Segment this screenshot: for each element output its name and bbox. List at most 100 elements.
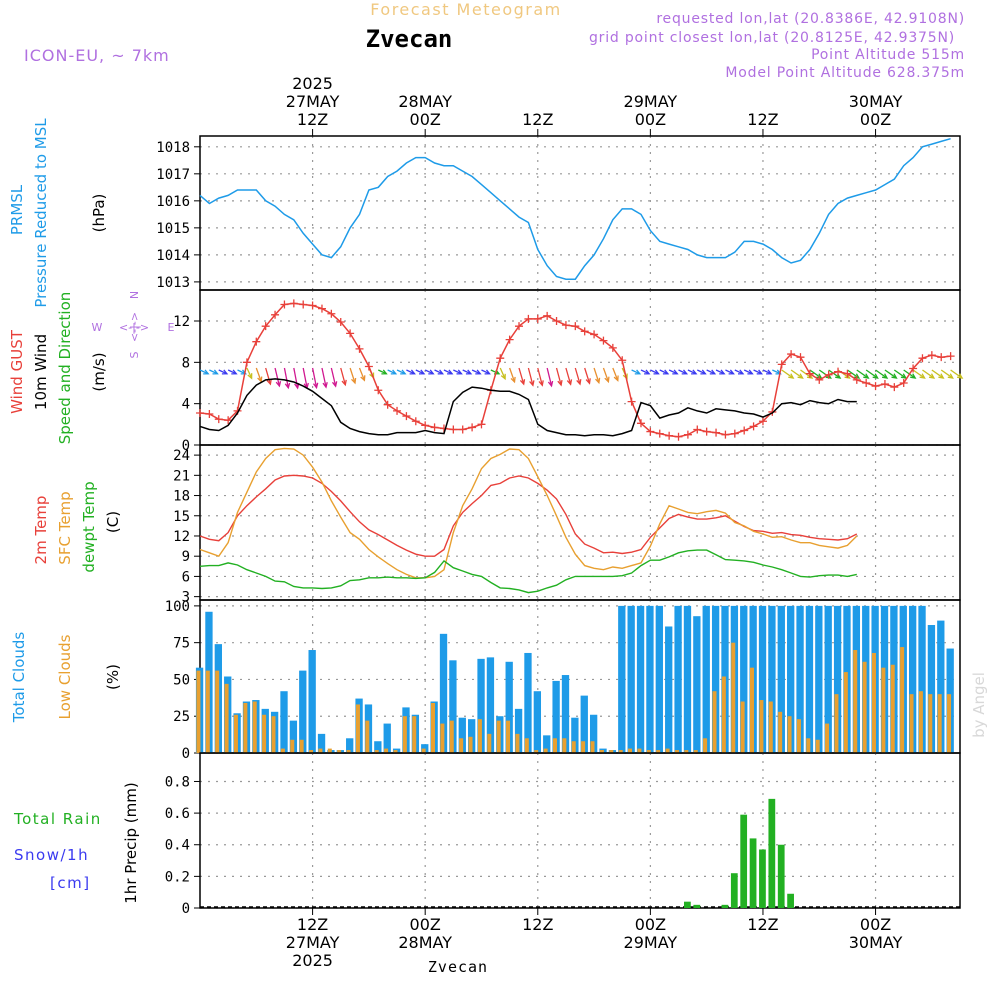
low-cloud-bar (693, 750, 698, 753)
ytick-label: 75 (173, 636, 190, 652)
rain-bar (693, 904, 701, 908)
wind-gust-marker (533, 314, 542, 323)
wind-gust-marker (646, 427, 655, 436)
wind-arrow (406, 369, 415, 375)
total-cloud-bar (646, 605, 654, 753)
ytick-label: 25 (173, 709, 190, 725)
wind-arrow-head (266, 379, 272, 386)
low-cloud-bar (834, 694, 839, 753)
total-cloud-bar (524, 652, 532, 753)
station-title: Zvecan (366, 25, 453, 53)
wind-arrow-head (257, 376, 263, 383)
low-cloud-bar (740, 701, 745, 753)
wind-gust-marker (655, 429, 664, 438)
wind-gust-marker (261, 322, 270, 331)
wind-arrow-head (484, 369, 491, 375)
compass-s: S (128, 351, 141, 358)
wind-gust-marker (871, 382, 880, 391)
ytick-label: 0 (182, 438, 190, 454)
wind-gust-marker (702, 427, 711, 436)
wind-gust-marker (599, 336, 608, 345)
wind-arrow-head (613, 375, 619, 382)
low-cloud-bar (843, 672, 848, 753)
super-title: Forecast Meteogram (370, 0, 561, 19)
wind-arrow (725, 369, 734, 375)
wind-arrow (311, 367, 318, 388)
wind-gust-marker (271, 310, 280, 319)
total-cloud-bar (833, 605, 842, 753)
low-cloud-bar (900, 647, 905, 753)
xtick-bottom-label: 12Z (747, 915, 778, 934)
pressure-label-prmsl: PRMSL (8, 184, 26, 235)
wind-gust-marker (308, 301, 317, 310)
temp-unit: (C) (104, 511, 122, 533)
wind-arrow-head (390, 369, 398, 375)
wind-arrow (358, 367, 366, 381)
wind-arrow-head (428, 369, 435, 375)
total-cloud-bar (468, 719, 476, 753)
wind-arrow-head (322, 382, 328, 389)
xtick-top-label: 12Z (522, 110, 553, 129)
total-cloud-bar (514, 708, 523, 753)
wind-arrow-head (604, 376, 610, 384)
wind-arrow (762, 369, 772, 375)
wind-gust-marker (834, 367, 843, 376)
ytick-label: 6 (182, 569, 190, 585)
wind-gust-marker (515, 322, 524, 331)
low-cloud-bar (262, 714, 267, 753)
wind-arrow-head (547, 380, 554, 388)
xtick-bottom-label: 00Z (410, 915, 441, 934)
wind-arrow-head (938, 373, 945, 379)
wind-arrow-head (900, 373, 908, 379)
total-cloud-bar (815, 605, 823, 753)
low-cloud-bar (618, 750, 623, 753)
wind-arrow (255, 367, 262, 382)
wind-arrow (293, 367, 299, 389)
wind-arrow (330, 367, 337, 387)
grid-coords: grid point closest lon,lat (20.8125E, 42… (589, 30, 955, 46)
wind-gust-marker (327, 309, 336, 318)
total-cloud-bar (805, 605, 814, 753)
wind-gust-marker (505, 335, 514, 344)
wind-gust-marker (552, 317, 561, 325)
total-cloud-bar (777, 605, 785, 753)
temp-dewpt-line (199, 549, 857, 594)
wind-arrow (218, 369, 228, 375)
total-cloud-bar (937, 620, 945, 753)
xtick-bottom-label: 30MAY (849, 933, 903, 952)
rain-bar (730, 873, 738, 908)
wind-gust-marker (252, 337, 261, 346)
wind-arrow-head (240, 369, 248, 375)
low-cloud-bar (871, 652, 876, 753)
total-cloud-bar (505, 661, 513, 753)
low-cloud-bar (309, 750, 314, 753)
wind-arrow (856, 369, 869, 379)
wind-gust-marker (477, 420, 486, 429)
xtick-bottom-label: 12Z (297, 915, 328, 934)
ytick-label: 50 (173, 672, 190, 688)
wind-arrow (706, 369, 716, 375)
rain-bar (740, 814, 748, 908)
low-cloud-bar (412, 716, 417, 753)
wind-gust-marker (683, 430, 692, 439)
wind-arrow (884, 369, 897, 379)
wind-arrow-head (766, 369, 773, 375)
low-cloud-bar (430, 702, 436, 753)
wind-arrow-head (351, 377, 357, 385)
low-cloud-bar (233, 714, 238, 753)
total-cloud-bar (711, 605, 720, 753)
xtick-bottom-label: 00Z (635, 915, 666, 934)
wind-arrow (912, 369, 925, 379)
header: Forecast Meteogram Zvecan ICON-EU, ~ 7km re… (24, 0, 988, 976)
wind-arrow-head (919, 373, 926, 379)
total-cloud-bar (693, 616, 701, 753)
wind-arrow-head (312, 382, 319, 390)
wind-arrow (678, 369, 687, 375)
panel-clouds: 0 25 50 75 100 (165, 599, 961, 762)
wind-gust-marker (317, 304, 326, 313)
wind-arrow (828, 369, 841, 379)
low-cloud-bar (853, 650, 858, 753)
low-cloud-bar (449, 720, 454, 753)
wind-arrow-head (797, 373, 804, 379)
wind-gust-marker (946, 352, 955, 361)
